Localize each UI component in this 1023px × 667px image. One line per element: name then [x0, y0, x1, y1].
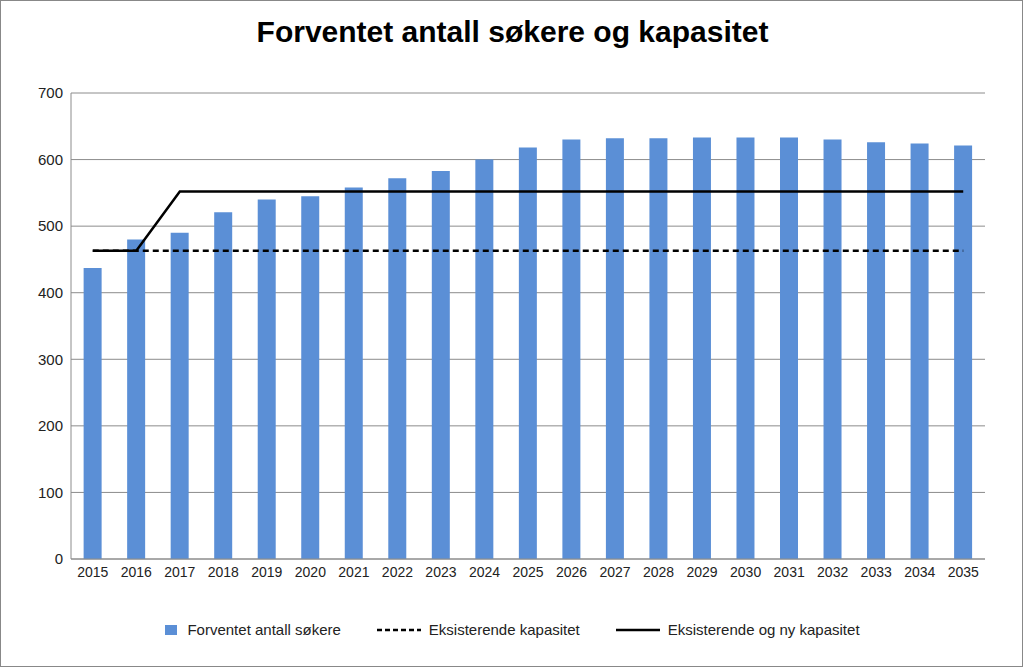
svg-text:2023: 2023: [425, 564, 456, 580]
svg-text:400: 400: [38, 284, 63, 301]
svg-text:2019: 2019: [251, 564, 282, 580]
svg-text:2025: 2025: [512, 564, 543, 580]
svg-text:2020: 2020: [295, 564, 326, 580]
svg-text:200: 200: [38, 417, 63, 434]
svg-text:0: 0: [55, 550, 63, 567]
svg-text:2031: 2031: [774, 564, 805, 580]
svg-text:300: 300: [38, 351, 63, 368]
svg-text:2016: 2016: [121, 564, 152, 580]
svg-text:2026: 2026: [556, 564, 587, 580]
html-text:Eksisterende og ny kapasitet: Eksisterende og ny kapasitet: [667, 621, 860, 638]
svg-text:2015: 2015: [77, 564, 108, 580]
svg-text:2034: 2034: [904, 564, 935, 580]
html-text:Forventet antall søkere: Forventet antall søkere: [187, 621, 341, 638]
svg-text:600: 600: [38, 151, 63, 168]
svg-text:2028: 2028: [643, 564, 674, 580]
svg-text:2030: 2030: [730, 564, 761, 580]
html-text:Eksisterende kapasitet: Eksisterende kapasitet: [428, 621, 580, 638]
html-text:Forventet antall søkere og kap: Forventet antall søkere og kapasitet: [256, 15, 769, 48]
svg-text:2032: 2032: [817, 564, 848, 580]
svg-text:2017: 2017: [164, 564, 195, 580]
svg-text:2027: 2027: [599, 564, 630, 580]
svg-text:2024: 2024: [469, 564, 500, 580]
svg-text:2018: 2018: [208, 564, 239, 580]
svg-text:100: 100: [38, 484, 63, 501]
svg-text:700: 700: [38, 84, 63, 101]
svg-text:2021: 2021: [338, 564, 369, 580]
svg-text:2022: 2022: [382, 564, 413, 580]
svg-text:2033: 2033: [861, 564, 892, 580]
svg-text:2035: 2035: [948, 564, 979, 580]
svg-text:2029: 2029: [687, 564, 718, 580]
svg-text:500: 500: [38, 217, 63, 234]
